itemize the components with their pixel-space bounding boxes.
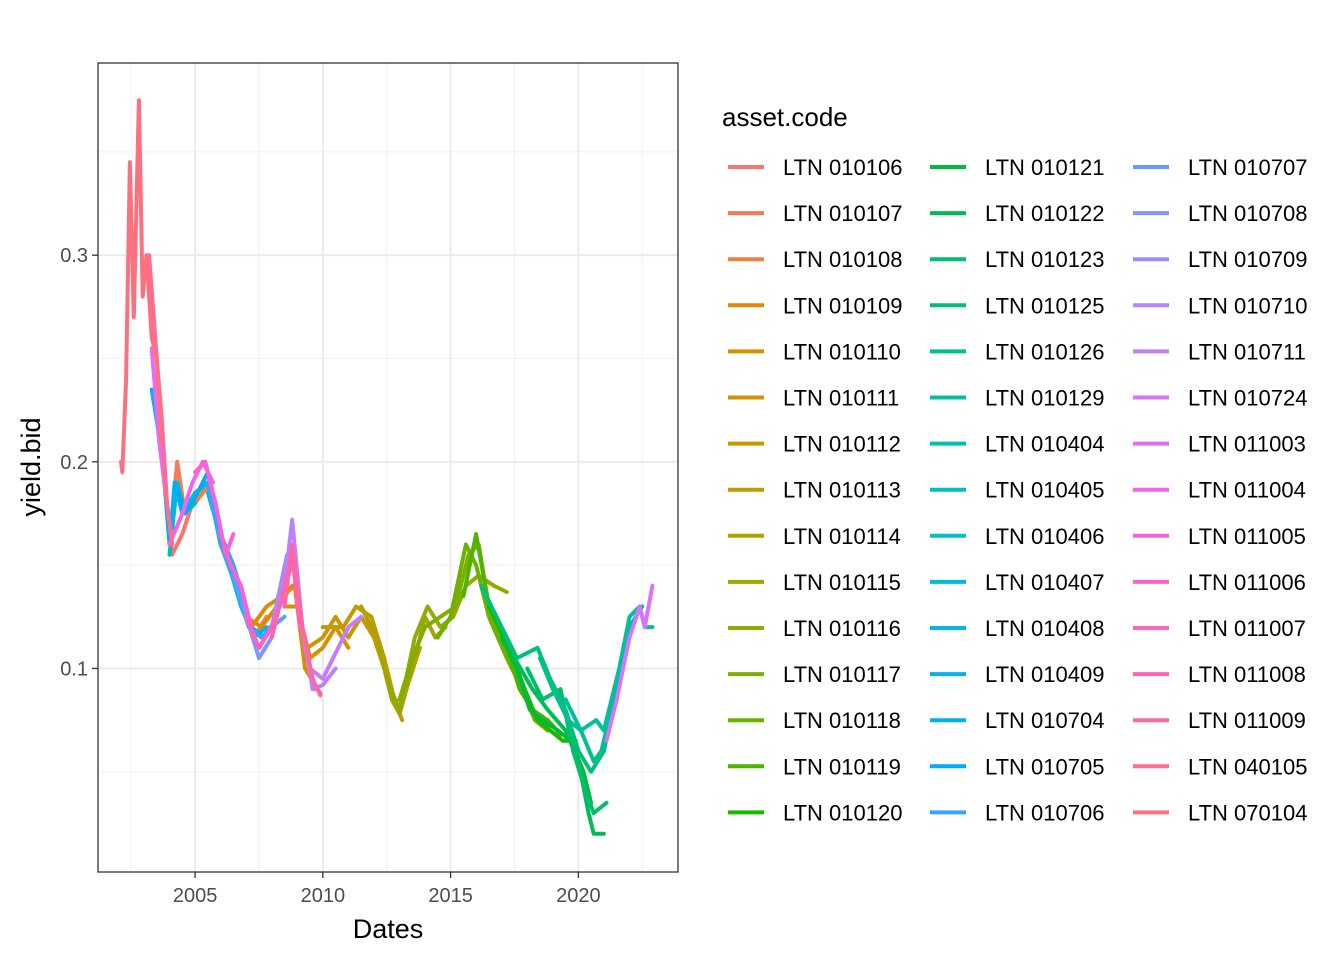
legend-label: LTN 010108 — [783, 247, 902, 272]
legend: asset.code LTN 010106 LTN 010107 LTN 01010… — [722, 102, 1307, 825]
legend-label: LTN 010125 — [985, 293, 1104, 318]
legend-label: LTN 010116 — [783, 616, 901, 641]
x-tick-label: 2005 — [173, 885, 218, 907]
legend-label: LTN 010406 — [985, 524, 1104, 549]
x-tick-label: 2020 — [556, 885, 601, 907]
legend-label: LTN 010118 — [783, 708, 901, 733]
legend-label: LTN 011007 — [1188, 616, 1306, 641]
legend-label: LTN 010123 — [985, 247, 1104, 272]
y-tick-label: 0.3 — [60, 245, 88, 267]
x-tick-label: 2015 — [428, 885, 473, 907]
legend-label: LTN 010109 — [783, 293, 902, 318]
legend-label: LTN 010112 — [783, 432, 901, 457]
legend-label: LTN 011006 — [1188, 570, 1306, 595]
series-line — [305, 614, 387, 671]
legend-label: LTN 011005 — [1188, 524, 1306, 549]
legend-label: LTN 010724 — [1188, 386, 1307, 411]
legend-label: LTN 010113 — [783, 478, 901, 503]
series-line — [282, 604, 351, 661]
legend-label: LTN 010121 — [985, 155, 1104, 180]
legend-label: LTN 010117 — [783, 662, 901, 687]
legend-label: LTN 010106 — [783, 155, 902, 180]
legend-label: LTN 040105 — [1188, 754, 1307, 779]
legend-label: LTN 010704 — [985, 708, 1104, 733]
series-line — [282, 542, 323, 698]
legend-label: LTN 010407 — [985, 570, 1104, 595]
legend-label: LTN 010408 — [985, 616, 1104, 641]
series-line — [525, 666, 609, 816]
legend-label: LTN 010404 — [985, 432, 1104, 457]
axes: 2005 2010 2015 2020 0.1 0.2 0.3 — [60, 245, 600, 907]
legend-label: LTN 010122 — [985, 201, 1104, 226]
y-tick-label: 0.1 — [60, 658, 88, 680]
series-lines — [119, 98, 655, 836]
legend-label: LTN 010708 — [1188, 201, 1307, 226]
legend-label: LTN 011004 — [1188, 478, 1306, 503]
panel-border — [97, 62, 679, 873]
series-line — [486, 604, 578, 743]
legend-label: LTN 010126 — [985, 339, 1104, 364]
legend-label: LTN 010705 — [985, 754, 1104, 779]
series-line — [604, 583, 655, 743]
series-line — [218, 532, 254, 630]
legend-label: LTN 010710 — [1188, 293, 1307, 318]
series-line — [119, 98, 164, 475]
legend-title: asset.code — [722, 102, 848, 132]
legend-label: LTN 010706 — [985, 800, 1104, 825]
legend-label: LTN 011009 — [1188, 708, 1306, 733]
y-axis-title: yield.bid — [16, 417, 46, 516]
legend-label: LTN 011003 — [1188, 432, 1306, 457]
legend-label: LTN 010110 — [783, 339, 901, 364]
legend-label: LTN 011008 — [1188, 662, 1306, 687]
legend-label: LTN 010115 — [783, 570, 901, 595]
legend-label: LTN 010409 — [985, 662, 1104, 687]
y-tick-label: 0.2 — [60, 452, 88, 474]
legend-label: LTN 010107 — [783, 201, 902, 226]
legend-label: LTN 070104 — [1188, 800, 1307, 825]
x-axis-title: Dates — [353, 914, 424, 944]
legend-label: LTN 010114 — [783, 524, 901, 549]
series-line — [377, 614, 448, 716]
legend-label: LTN 010119 — [783, 754, 901, 779]
series-line — [461, 532, 563, 737]
series-line — [193, 459, 236, 557]
legend-label: LTN 010707 — [1188, 155, 1307, 180]
legend-label: LTN 010111 — [783, 386, 899, 411]
legend-label: LTN 010711 — [1188, 339, 1306, 364]
legend-label: LTN 010120 — [783, 800, 902, 825]
legend-label: LTN 010405 — [985, 478, 1104, 503]
legend-label: LTN 010709 — [1188, 247, 1307, 272]
x-tick-label: 2010 — [301, 885, 346, 907]
legend-label: LTN 010129 — [985, 386, 1104, 411]
